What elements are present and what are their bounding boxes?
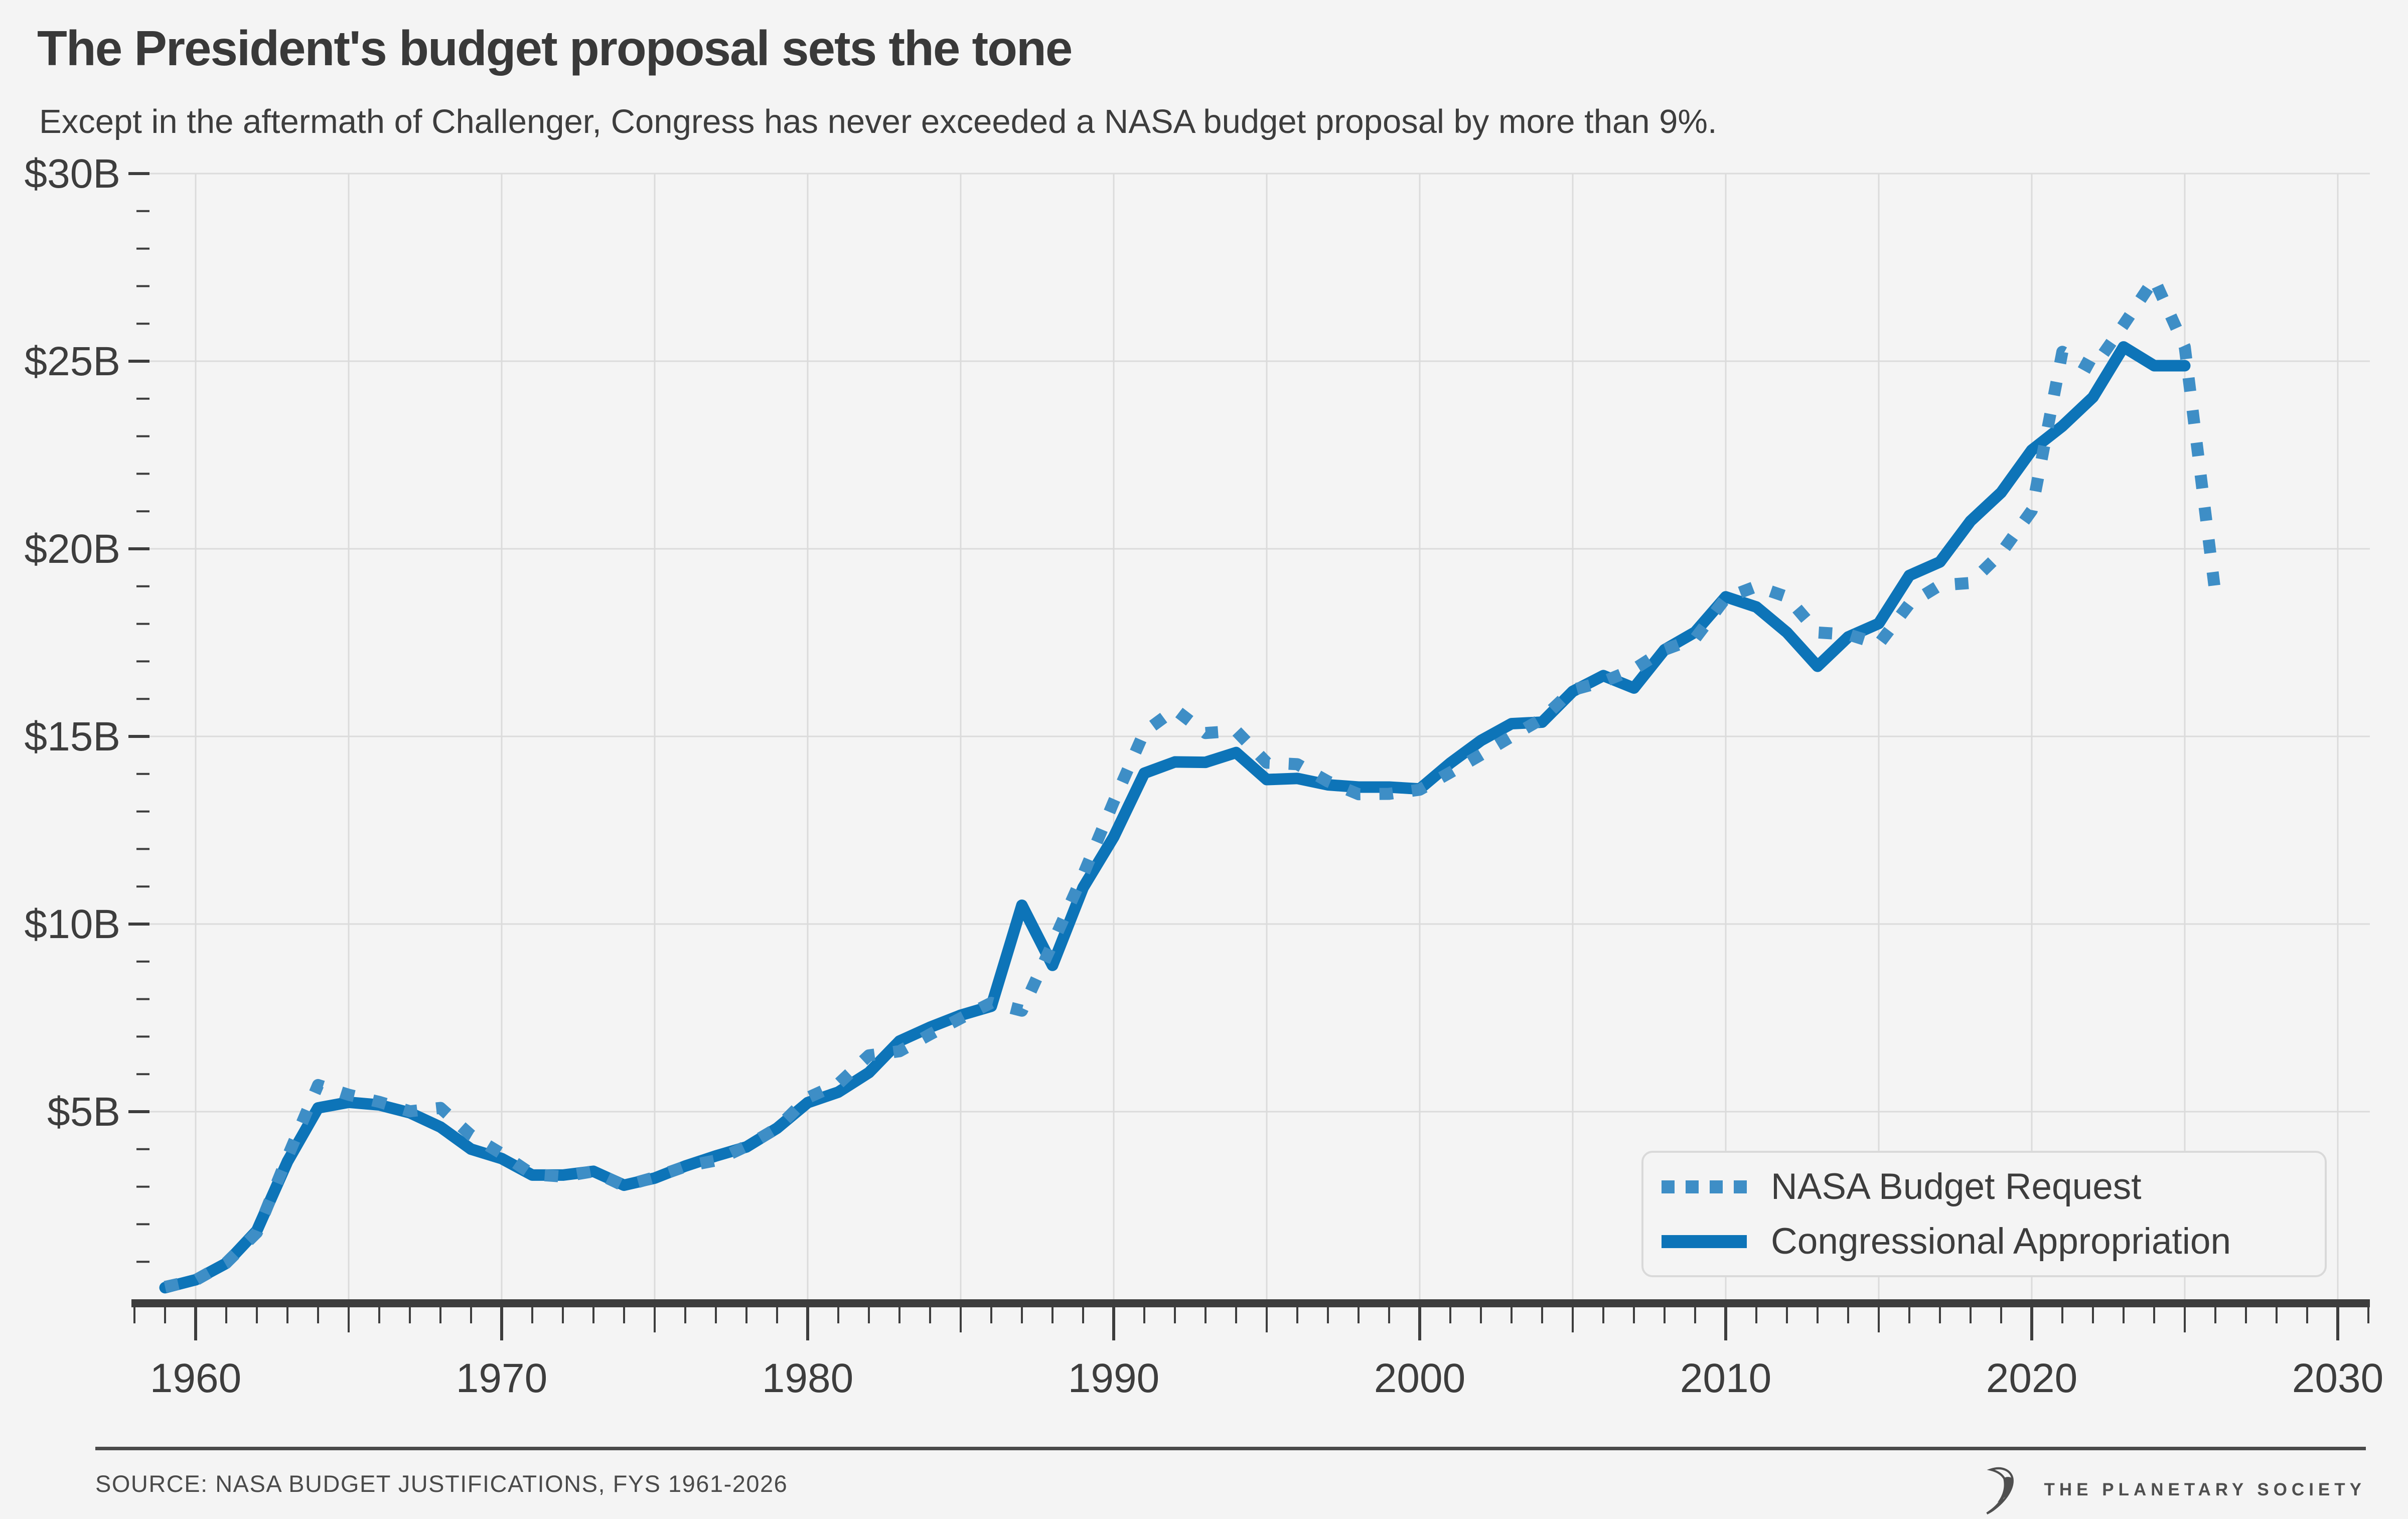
y-tick-label: $10B <box>24 901 120 947</box>
x-tick-label: 2010 <box>1680 1355 1771 1401</box>
dotted-line-swatch-icon <box>1662 1180 1747 1193</box>
x-tick-label: 2030 <box>2292 1355 2383 1401</box>
page-title: The President's budget proposal sets the… <box>37 21 1073 76</box>
y-tick-label: $30B <box>24 151 120 197</box>
y-tick-label: $5B <box>47 1089 120 1135</box>
logo-text: THE PLANETARY SOCIETY <box>2044 1480 2366 1499</box>
legend-label-appropriation: Congressional Appropriation <box>1771 1221 2231 1262</box>
page-subtitle: Except in the aftermath of Challenger, C… <box>39 103 1717 140</box>
y-tick-labels: $5B $10B $15B $20B $25B $30B <box>24 151 120 1135</box>
source-note: SOURCE: NASA BUDGET JUSTIFICATIONS, FYS … <box>95 1470 788 1497</box>
chart-legend: NASA Budget Request Congressional Approp… <box>1641 1151 2327 1277</box>
y-axis <box>128 172 149 1263</box>
x-tick-label: 1990 <box>1068 1355 1159 1401</box>
series <box>159 273 2221 1294</box>
x-tick-label: 1960 <box>150 1355 241 1401</box>
legend-item-appropriation: Congressional Appropriation <box>1662 1221 2325 1262</box>
y-tick-label: $25B <box>24 339 120 384</box>
planetary-society-sail-icon <box>1986 1467 2014 1514</box>
request-line <box>164 273 2221 1293</box>
solid-line-swatch-icon <box>1662 1235 1747 1248</box>
x-tick-labels: 1960 1970 1980 1990 2000 2010 2020 2030 <box>150 1355 2383 1401</box>
x-tick-label: 1980 <box>762 1355 853 1401</box>
y-tick-label: $20B <box>24 526 120 572</box>
footer-divider <box>95 1447 2366 1450</box>
legend-item-request: NASA Budget Request <box>1662 1166 2325 1207</box>
appropriation-line <box>159 341 2191 1294</box>
x-tick-label: 2020 <box>1986 1355 2077 1401</box>
y-tick-label: $15B <box>24 714 120 760</box>
x-tick-label: 1970 <box>456 1355 547 1401</box>
legend-label-request: NASA Budget Request <box>1771 1166 2142 1207</box>
gridlines <box>131 173 2370 1299</box>
x-axis <box>131 1299 2370 1340</box>
x-tick-label: 2000 <box>1374 1355 1465 1401</box>
planetary-society-logo: THE PLANETARY SOCIETY <box>1981 1461 2366 1519</box>
